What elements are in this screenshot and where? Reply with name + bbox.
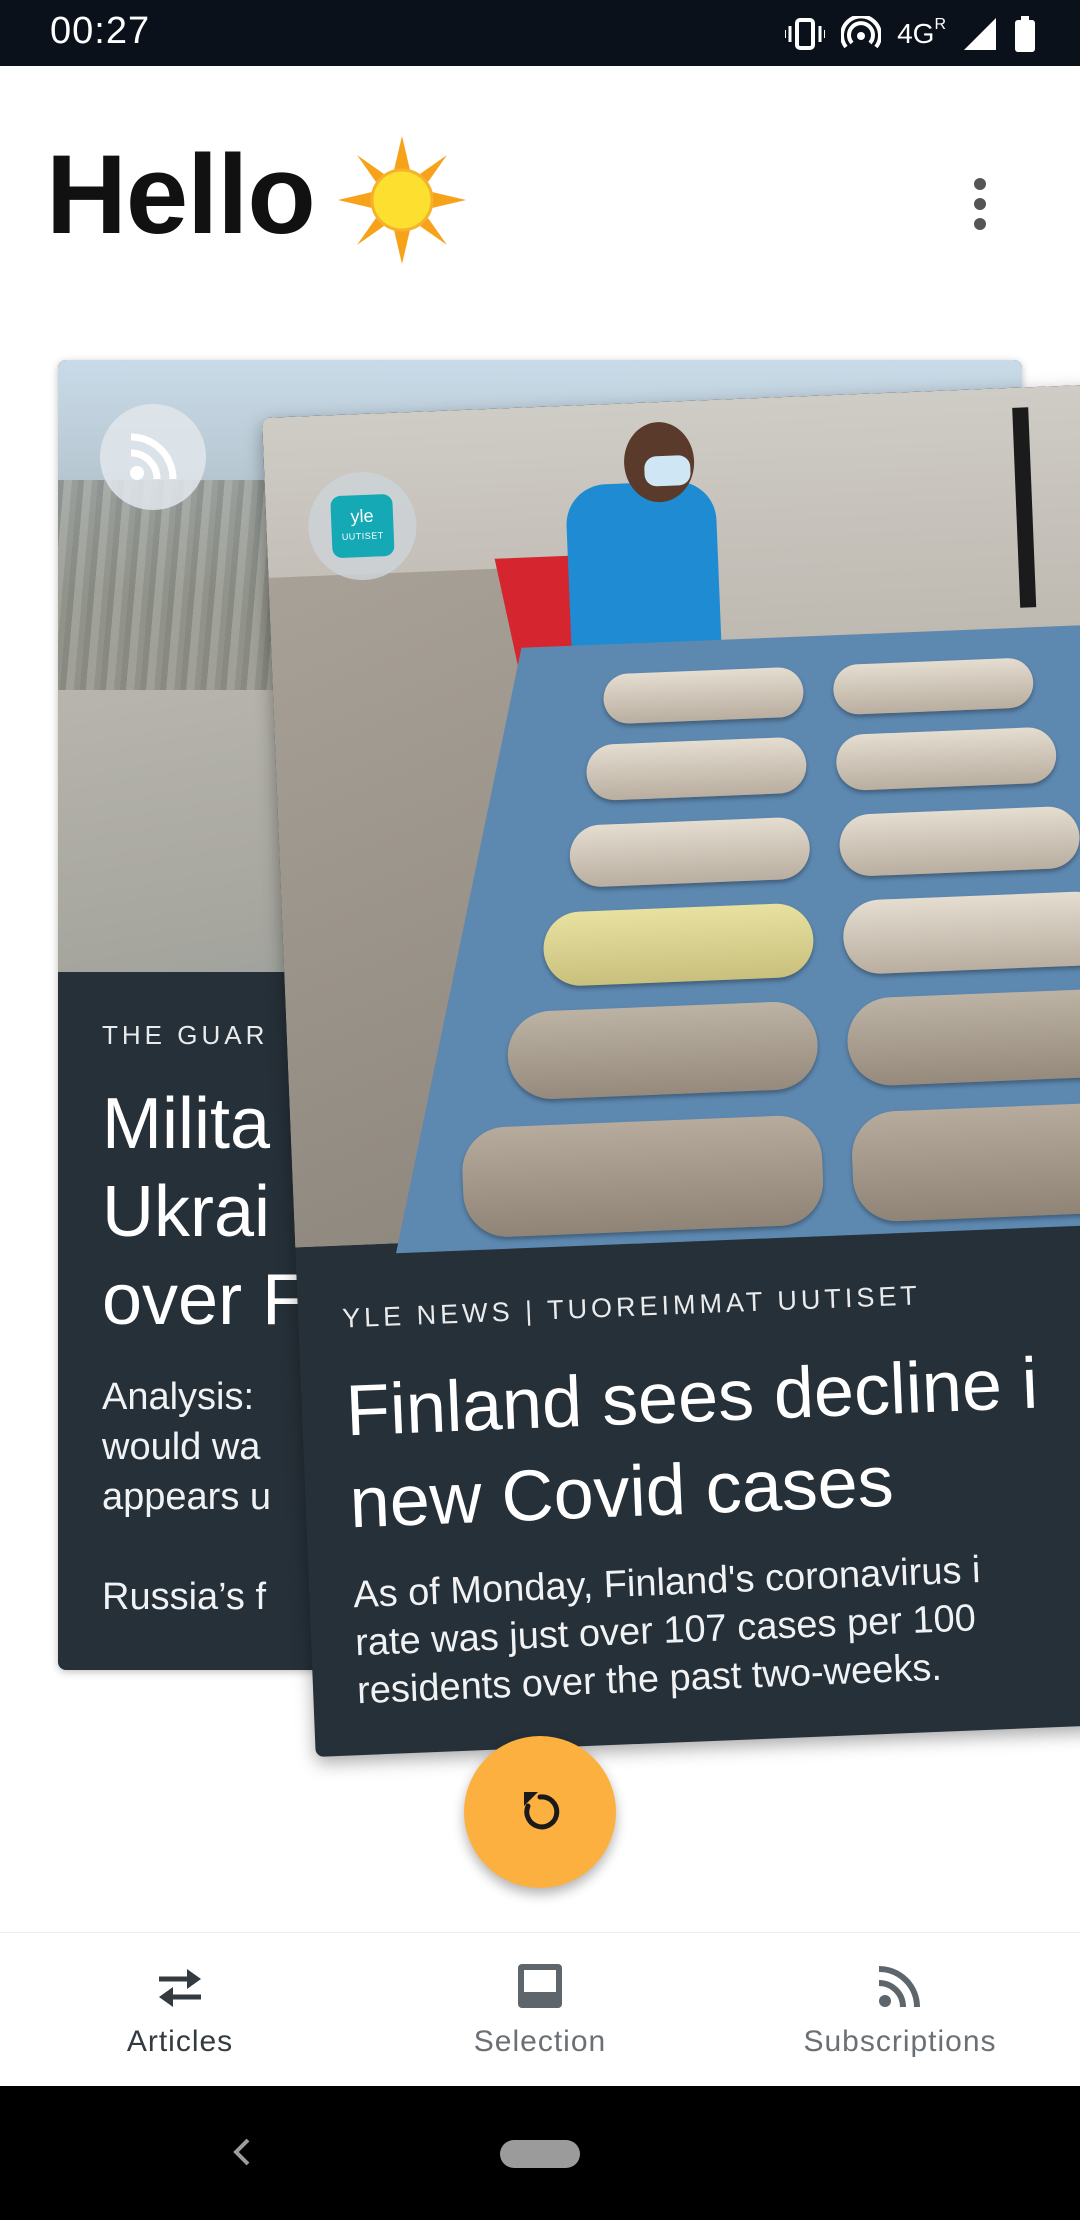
more-options-button[interactable] bbox=[948, 170, 1012, 240]
nav-item-subscriptions[interactable]: Subscriptions bbox=[720, 1933, 1080, 2087]
yle-logo: yle UUTISET bbox=[330, 493, 395, 559]
article-description-back: Analysis: would wa appears u bbox=[102, 1372, 1002, 1522]
article-source-front: YLE NEWS | TUOREIMMAT UUTISET bbox=[341, 1280, 922, 1334]
description-line: Analysis: bbox=[102, 1376, 255, 1418]
system-navigation-bar bbox=[0, 2086, 1080, 2220]
image-tray bbox=[506, 1000, 820, 1101]
rss-icon bbox=[130, 433, 177, 480]
article-card-front[interactable]: yle UUTISET YLE NEWS | TUOREIMMAT UUTISE… bbox=[262, 377, 1080, 1757]
description-line: appears u bbox=[102, 1476, 272, 1518]
signal-icon bbox=[964, 18, 996, 50]
greeting-title: Hello bbox=[46, 132, 316, 257]
status-time: 00:27 bbox=[50, 10, 151, 52]
title-line: Ukrai bbox=[102, 1172, 271, 1252]
article-image-front: yle UUTISET bbox=[262, 377, 1080, 1254]
nav-item-articles[interactable]: Articles bbox=[0, 1933, 360, 2087]
home-pill-button[interactable] bbox=[500, 2140, 580, 2168]
description-line: would wa bbox=[102, 1426, 261, 1468]
refresh-icon bbox=[524, 1792, 560, 1830]
source-badge-front: yle UUTISET bbox=[306, 469, 419, 583]
image-person-mask bbox=[643, 454, 692, 487]
article-source-back: THE GUAR bbox=[102, 1020, 269, 1050]
image-tray bbox=[850, 1097, 1080, 1223]
image-tray bbox=[585, 736, 808, 802]
article-title-front: Finland sees decline i new Covid cases bbox=[344, 1325, 1080, 1549]
vibrate-icon bbox=[785, 18, 826, 50]
battery-icon bbox=[1015, 16, 1035, 52]
roaming-indicator: R bbox=[934, 15, 946, 33]
nav-label-selection: Selection bbox=[473, 2025, 607, 2058]
image-tray bbox=[568, 816, 811, 888]
article-body-back: Russia’s f bbox=[102, 1576, 267, 1618]
status-icons: 4GR bbox=[785, 12, 1036, 56]
network-type: 4GR bbox=[897, 15, 946, 50]
image-tray bbox=[835, 726, 1058, 792]
source-badge-back bbox=[100, 404, 206, 510]
nav-item-selection[interactable]: Selection bbox=[360, 1933, 720, 2087]
nav-label-subscriptions: Subscriptions bbox=[803, 2025, 997, 2058]
rss-icon bbox=[878, 1966, 920, 2008]
image-tray bbox=[602, 666, 805, 725]
hotspot-icon bbox=[841, 16, 882, 49]
bottom-navigation: Articles Selection Subscriptions bbox=[0, 1932, 1080, 2087]
article-title-back: Milita Ukrai over F bbox=[102, 1080, 1002, 1344]
nav-label-articles: Articles bbox=[126, 2025, 234, 2058]
image-tray bbox=[845, 986, 1080, 1087]
swap-arrows-icon bbox=[159, 1969, 201, 2007]
sun-icon bbox=[338, 136, 466, 264]
back-icon[interactable] bbox=[222, 2132, 262, 2172]
title-line: Milita bbox=[102, 1084, 271, 1164]
inbox-icon bbox=[518, 1964, 562, 2008]
image-tray bbox=[832, 657, 1035, 716]
image-lamp bbox=[1012, 407, 1037, 608]
title-line: over F bbox=[102, 1260, 307, 1340]
image-tray bbox=[838, 805, 1080, 878]
status-bar: 00:27 4GR bbox=[0, 0, 1080, 66]
network-label: 4G bbox=[897, 18, 935, 49]
article-description-front: As of Monday, Finland's coronavirus i ra… bbox=[352, 1533, 1080, 1715]
refresh-fab-button[interactable] bbox=[464, 1736, 616, 1888]
image-tray bbox=[841, 890, 1080, 976]
more-vert-icon bbox=[974, 178, 986, 230]
yle-logo-text: yle bbox=[350, 505, 374, 527]
image-tray bbox=[460, 1114, 825, 1239]
yle-logo-subtext: UUTISET bbox=[341, 530, 385, 542]
image-tray bbox=[542, 902, 815, 988]
